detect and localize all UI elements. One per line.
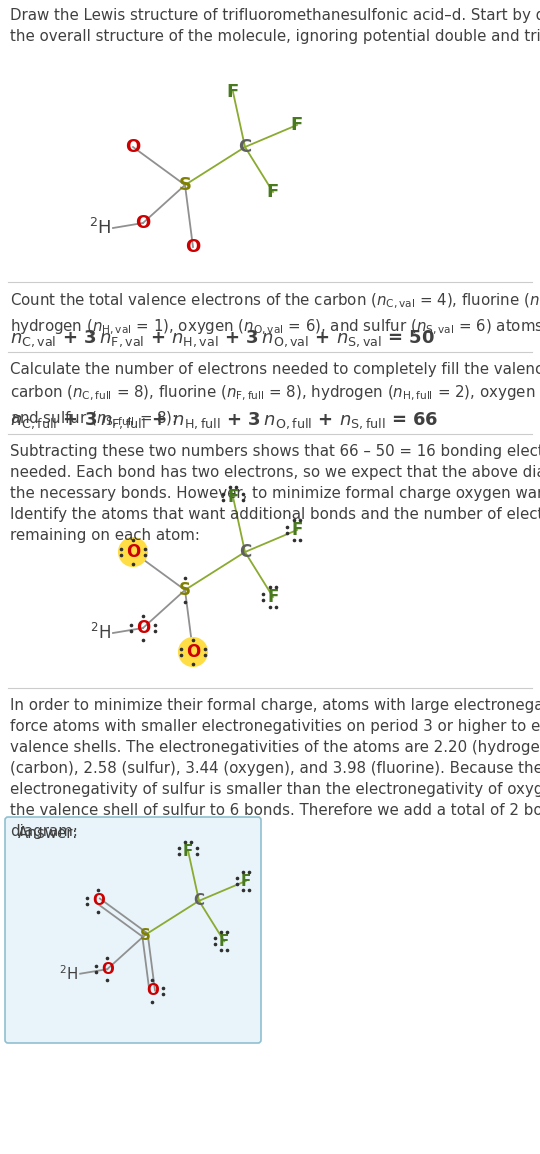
Text: F: F bbox=[183, 844, 193, 859]
Text: F: F bbox=[219, 934, 230, 949]
Text: In order to minimize their formal charge, atoms with large electronegativities c: In order to minimize their formal charge… bbox=[10, 698, 540, 839]
Text: Draw the Lewis structure of trifluoromethanesulfonic acid–d. Start by drawing
th: Draw the Lewis structure of trifluoromet… bbox=[10, 8, 540, 44]
Text: Subtracting these two numbers shows that 66 – 50 = 16 bonding electrons are
need: Subtracting these two numbers shows that… bbox=[10, 444, 540, 544]
Text: F: F bbox=[227, 488, 239, 505]
Text: C: C bbox=[238, 138, 252, 156]
Text: S: S bbox=[179, 580, 191, 599]
Text: Calculate the number of electrons needed to completely fill the valence shells f: Calculate the number of electrons needed… bbox=[10, 362, 540, 429]
Text: C: C bbox=[239, 544, 251, 561]
Text: F: F bbox=[227, 83, 239, 102]
Text: O: O bbox=[146, 983, 159, 998]
Text: $n_{\rm C,val}$ + 3 $n_{\rm F,val}$ + $n_{\rm H,val}$ + 3 $n_{\rm O,val}$ + $n_{: $n_{\rm C,val}$ + 3 $n_{\rm F,val}$ + $n… bbox=[10, 328, 435, 349]
Circle shape bbox=[179, 638, 207, 666]
Text: O: O bbox=[186, 643, 200, 661]
FancyBboxPatch shape bbox=[5, 817, 261, 1043]
Text: Count the total valence electrons of the carbon ($n_{\rm C,val}$ = 4), fluorine : Count the total valence electrons of the… bbox=[10, 292, 540, 337]
Text: O: O bbox=[185, 238, 201, 256]
Text: O: O bbox=[125, 138, 140, 156]
Text: O: O bbox=[136, 213, 151, 232]
Text: Answer:: Answer: bbox=[18, 826, 78, 841]
Text: S: S bbox=[139, 928, 151, 943]
Text: O: O bbox=[126, 544, 140, 561]
Text: F: F bbox=[291, 117, 303, 134]
Text: F: F bbox=[241, 874, 251, 889]
Text: F: F bbox=[267, 589, 279, 606]
Text: O: O bbox=[92, 893, 105, 908]
Text: O: O bbox=[101, 961, 113, 976]
Text: $^2$H: $^2$H bbox=[59, 965, 78, 983]
Text: $n_{\rm C,full}$ + 3 $n_{\rm F,full}$ + $n_{\rm H,full}$ + 3 $n_{\rm O,full}$ + : $n_{\rm C,full}$ + 3 $n_{\rm F,full}$ + … bbox=[10, 410, 438, 430]
Text: F: F bbox=[291, 520, 303, 539]
Text: $^2$H: $^2$H bbox=[89, 218, 111, 238]
Text: S: S bbox=[179, 177, 192, 194]
Circle shape bbox=[119, 538, 147, 565]
Text: O: O bbox=[136, 619, 150, 637]
Text: C: C bbox=[193, 893, 205, 908]
Text: F: F bbox=[267, 183, 279, 201]
Text: $^2$H: $^2$H bbox=[90, 623, 111, 643]
